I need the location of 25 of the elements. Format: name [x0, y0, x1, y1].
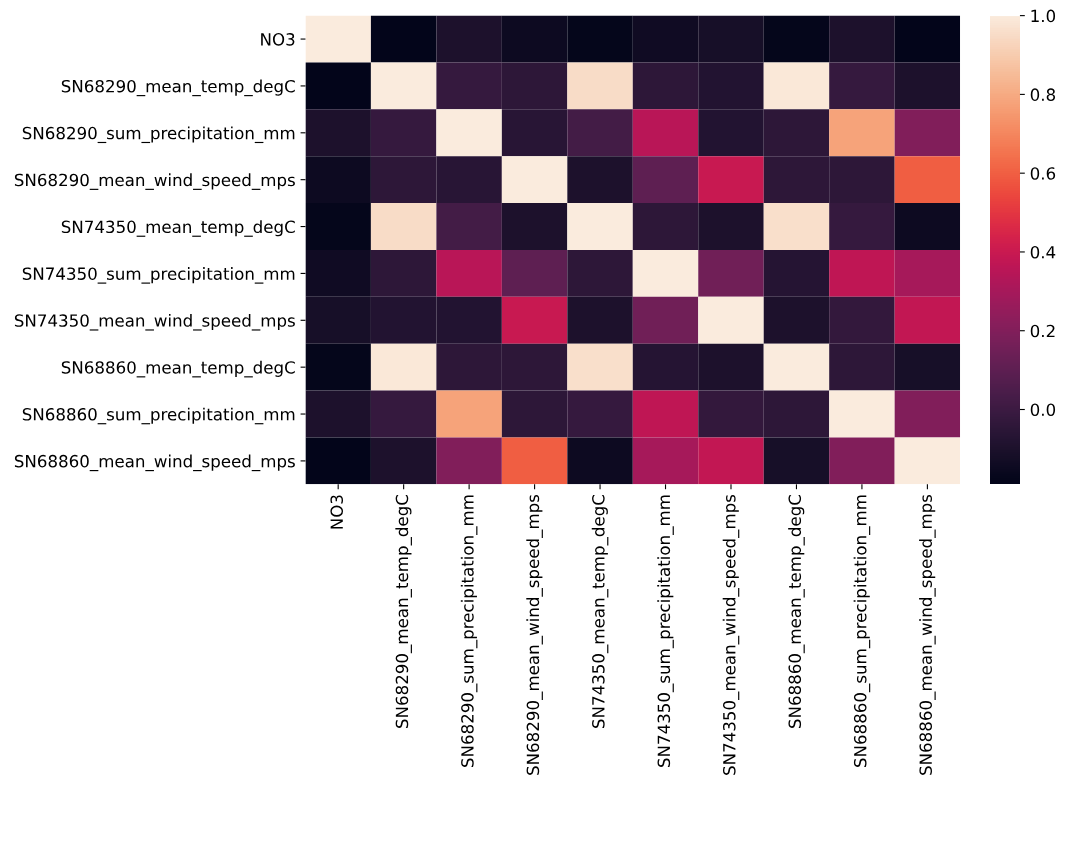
y-tick-label: NO3: [261, 33, 295, 46]
color-bar-label: 1.0: [1031, 9, 1056, 23]
x-tick-label: NO3: [330, 495, 344, 529]
y-tick-label: SN74350_mean_wind_speed_mps: [14, 313, 295, 331]
y-tick-label: SN68290_mean_wind_speed_mps: [14, 173, 295, 190]
y-tick-label: SN68860_mean_temp_degC: [61, 360, 295, 378]
y-tick-label: SN68290_mean_temp_degC: [61, 79, 295, 97]
x-tick-label: SN68290_mean_wind_speed_mps: [526, 494, 543, 775]
x-tick-label: SN68860_sum_precipitation_mm: [853, 495, 871, 767]
color-bar-label: 0.8: [1030, 88, 1056, 101]
x-tick-label: SN74350_mean_wind_speed_mps: [722, 494, 740, 775]
x-tick-label: SN68860_mean_temp_degC: [788, 494, 805, 728]
x-tick-label: SN74350_sum_precipitation_mm: [657, 495, 674, 767]
y-tick-label: SN68290_sum_precipitation_mm: [22, 126, 295, 144]
y-tick-label: SN68860_mean_wind_speed_mps: [14, 454, 295, 472]
x-tick-label: SN74350_mean_temp_degC: [591, 494, 609, 728]
color-bar-label: 0.6: [1030, 167, 1056, 180]
x-tick-label: SN68290_sum_precipitation_mm: [460, 495, 478, 767]
y-tick-label: SN74350_mean_temp_degC: [61, 220, 295, 237]
y-tick-label: SN68860_sum_precipitation_mm: [22, 407, 295, 425]
color-bar-label: 0.2: [1030, 324, 1055, 338]
color-bar-label: 0.0: [1030, 403, 1056, 417]
color-bar-label: 0.4: [1030, 245, 1056, 259]
y-tick-label: SN74350_sum_precipitation_mm: [22, 267, 295, 284]
x-tick-label: SN68860_mean_wind_speed_mps: [919, 494, 936, 775]
